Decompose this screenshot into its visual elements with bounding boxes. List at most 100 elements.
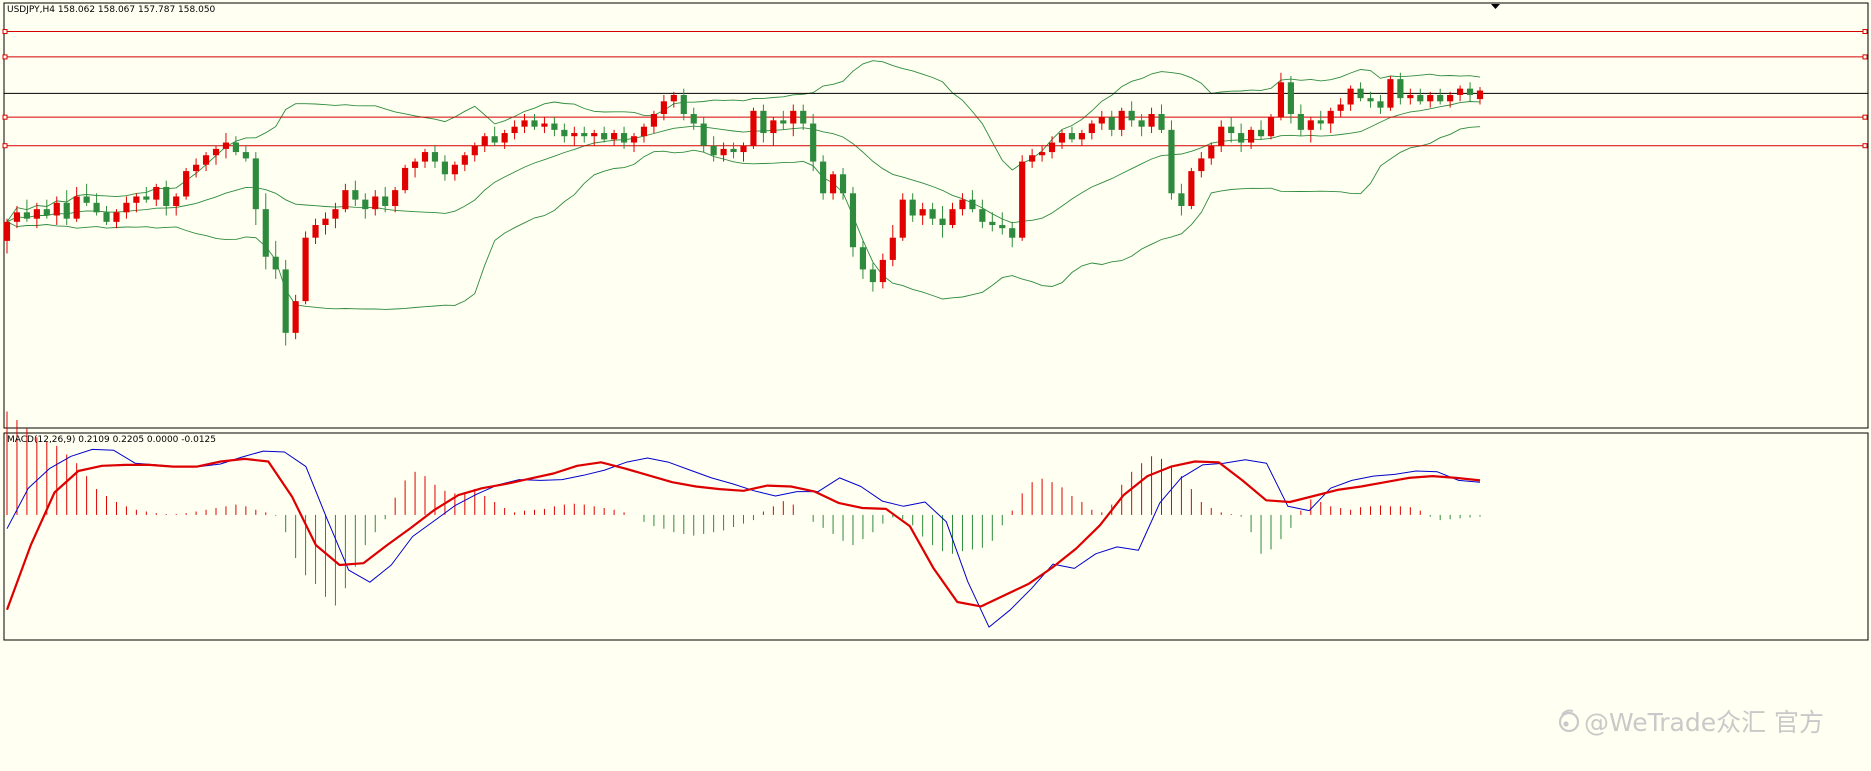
level-anchor-right-1 <box>1862 29 1868 35</box>
candle-body <box>342 190 349 210</box>
candle-body <box>292 301 299 333</box>
candle-body <box>790 110 797 124</box>
candle-body <box>521 120 528 127</box>
candle-body <box>800 110 807 124</box>
candle-body <box>1128 110 1135 121</box>
candle-body <box>511 126 518 134</box>
candle-body <box>1158 114 1165 130</box>
candle-body <box>93 202 100 213</box>
candle-body <box>541 123 548 127</box>
candle-body <box>770 120 777 134</box>
candle-body <box>382 196 389 206</box>
candle-body <box>33 209 40 219</box>
candle-body <box>551 123 558 130</box>
candle-body <box>1427 94 1434 102</box>
watermark-text: @WeTrade众汇 官方 <box>1584 708 1824 737</box>
candle-body <box>531 120 538 127</box>
horizontal-levels[interactable] <box>2 29 1868 149</box>
candle-body <box>820 161 827 194</box>
candle-body <box>392 190 399 206</box>
candle-body <box>1367 98 1374 102</box>
candle-body <box>839 174 847 194</box>
candle-body <box>1238 133 1245 143</box>
candle-body <box>909 199 916 216</box>
candle-body <box>989 221 996 226</box>
candle-body <box>53 202 60 216</box>
candle-body <box>1447 94 1454 102</box>
candle-body <box>212 148 220 156</box>
candle-body <box>302 237 309 302</box>
level-anchor-right-3 <box>1862 114 1868 120</box>
candle-body <box>461 155 468 165</box>
candle-body <box>173 196 180 206</box>
candle-body <box>829 174 837 194</box>
candle-body <box>491 136 498 143</box>
candle-body <box>1068 133 1076 140</box>
candle-body <box>1437 94 1444 102</box>
candle-body <box>1168 129 1175 194</box>
candle-body <box>1088 123 1095 134</box>
candle-body <box>1457 88 1464 95</box>
candle-body <box>332 209 339 219</box>
candlestick-series <box>3 72 1484 346</box>
candle-body <box>1337 104 1344 111</box>
candle-body <box>202 155 210 165</box>
candle-body <box>760 110 767 134</box>
macd-panel-header: MACD(12,26,9) 0.2109 0.2205 0.0000 -0.01… <box>7 435 216 445</box>
bollinger-middle-line <box>6 101 1481 224</box>
candle-body <box>123 202 130 213</box>
candle-body <box>1287 82 1294 115</box>
candle-body <box>690 114 697 124</box>
candle-body <box>402 167 409 191</box>
candle-body <box>630 136 638 143</box>
candle-body <box>879 259 886 283</box>
candle-body <box>1138 120 1145 127</box>
candle-body <box>1019 161 1026 238</box>
candle-body <box>1208 145 1215 159</box>
candle-body <box>1248 129 1255 143</box>
price-panel <box>3 2 1869 641</box>
macd-signal-line <box>5 457 1481 611</box>
candle-body <box>362 199 369 210</box>
weibo-logo-icon <box>1558 709 1580 733</box>
candle-body <box>1407 94 1414 99</box>
candle-body <box>1198 158 1205 172</box>
candle-body <box>1188 171 1195 206</box>
candle-body <box>1257 129 1265 137</box>
watermark: @WeTrade众汇 官方 <box>1558 708 1824 737</box>
candle-body <box>83 196 90 203</box>
level-anchor-right-2 <box>1862 54 1868 60</box>
candle-body <box>1347 88 1354 105</box>
candle-body <box>1038 152 1046 156</box>
candle-body <box>620 133 628 143</box>
level-anchor-right-4 <box>1862 143 1868 149</box>
candle-body <box>680 94 687 115</box>
candle-body <box>3 221 11 241</box>
candle-body <box>1178 193 1185 206</box>
macd-panel <box>5 411 1481 628</box>
candle-body <box>720 148 727 156</box>
candle-body <box>700 123 707 146</box>
chart-shift-marker-icon[interactable] <box>1491 4 1500 9</box>
candle-body <box>1048 142 1056 153</box>
candle-body <box>670 94 677 102</box>
candle-body <box>143 196 150 200</box>
candle-body <box>222 142 230 149</box>
candle-body <box>312 225 319 238</box>
candle-body <box>481 136 488 146</box>
candle-body <box>1397 79 1404 99</box>
candle-body <box>581 133 588 137</box>
candle-body <box>561 129 568 137</box>
candle-body <box>999 225 1006 229</box>
candle-body <box>859 247 867 270</box>
candle-body <box>242 152 249 159</box>
price-panel-header: USDJPY,H4 158.062 158.067 157.787 158.05… <box>7 5 216 15</box>
bollinger-bands <box>6 60 1481 310</box>
candle-body <box>1029 155 1036 162</box>
candle-body <box>810 123 817 162</box>
candle-body <box>1148 114 1155 127</box>
candle-body <box>1078 133 1085 140</box>
candle-body <box>133 196 140 203</box>
candle-body <box>919 209 926 216</box>
